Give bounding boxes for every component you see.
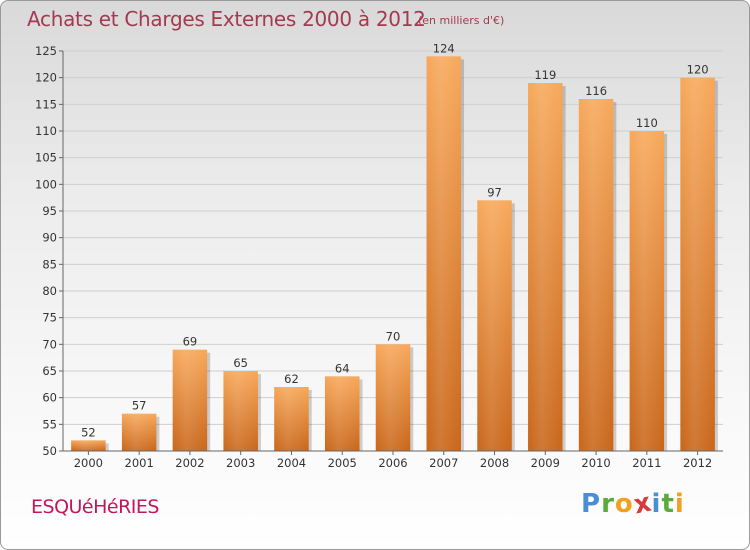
x-tick-label-2009: 2009 — [531, 456, 560, 470]
data-label-2003: 65 — [233, 356, 248, 370]
y-tick-label: 110 — [35, 124, 57, 138]
y-tick-label: 100 — [35, 177, 57, 191]
commune-name: ESQUéHéRIES — [31, 496, 159, 518]
y-tick-label: 95 — [42, 204, 57, 218]
x-tick-label-2007: 2007 — [429, 456, 458, 470]
y-tick-label: 70 — [42, 337, 57, 351]
bar-highlight — [528, 83, 563, 451]
x-tick-label-2010: 2010 — [581, 456, 610, 470]
bar-chart: 52 57 69 65 62 64 70 124 97 119 116 110 120 50 55 60 65… — [35, 41, 723, 470]
data-label-2011: 110 — [636, 116, 658, 130]
logo-letter: i — [651, 489, 662, 519]
bar-highlight — [324, 376, 360, 451]
x-tick-label-2005: 2005 — [328, 456, 357, 470]
logo-letter: i — [674, 489, 685, 519]
data-label-2000: 52 — [81, 425, 96, 439]
y-tick-label: 115 — [35, 97, 57, 111]
data-label-2007: 124 — [433, 41, 455, 55]
logo-letter: P — [581, 489, 602, 519]
bar-highlight — [71, 440, 106, 451]
y-tick-label: 85 — [42, 257, 57, 271]
bar-highlight — [375, 344, 411, 451]
x-tick-label-2002: 2002 — [175, 456, 204, 470]
data-label-2002: 69 — [183, 335, 198, 349]
data-label-2001: 57 — [132, 399, 147, 413]
x-tick-label-2004: 2004 — [277, 456, 306, 470]
y-tick-label: 65 — [42, 364, 57, 378]
data-label-2005: 64 — [335, 361, 350, 375]
y-tick-label: 90 — [42, 231, 57, 245]
y-tick-label: 120 — [35, 71, 57, 85]
data-label-2006: 70 — [386, 329, 401, 343]
x-tick-label-2012: 2012 — [683, 456, 712, 470]
bar-highlight — [477, 200, 512, 451]
x-tick-label-2000: 2000 — [74, 456, 103, 470]
logo-letter: o — [614, 489, 634, 519]
x-tick-label-2008: 2008 — [480, 456, 509, 470]
x-tick-label-2003: 2003 — [226, 456, 255, 470]
data-label-2004: 62 — [284, 372, 299, 386]
x-tick-label-2001: 2001 — [125, 456, 154, 470]
data-label-2010: 116 — [585, 84, 607, 98]
bar-highlight — [680, 77, 715, 452]
chart-subtitle: (en milliers d'€) — [418, 14, 505, 27]
y-tick-label: 50 — [42, 444, 57, 458]
bar-highlight — [121, 413, 157, 451]
y-tick-label: 75 — [42, 311, 57, 325]
bar-highlight — [172, 349, 208, 451]
x-tick-label-2011: 2011 — [632, 456, 661, 470]
bar-highlight — [223, 371, 258, 451]
y-tick-label: 125 — [35, 44, 57, 58]
data-label-2009: 119 — [534, 68, 556, 82]
y-tick-label: 60 — [42, 391, 57, 405]
y-tick-label: 105 — [35, 151, 57, 165]
data-label-2008: 97 — [487, 185, 502, 199]
y-tick-label: 55 — [42, 417, 57, 431]
x-tick-label-2006: 2006 — [378, 456, 407, 470]
data-label-2012: 120 — [687, 63, 709, 77]
bar-highlight — [578, 99, 614, 451]
chart-title: Achats et Charges Externes 2000 à 2012 — [27, 7, 426, 31]
bar-highlight — [629, 131, 665, 451]
proxiti-logo: Proxiti — [581, 487, 685, 520]
bar-highlight — [274, 387, 309, 451]
logo-letter: r — [601, 489, 615, 519]
logo-letter: t — [661, 489, 675, 519]
y-tick-label: 80 — [42, 284, 57, 298]
bar-highlight — [426, 56, 462, 451]
